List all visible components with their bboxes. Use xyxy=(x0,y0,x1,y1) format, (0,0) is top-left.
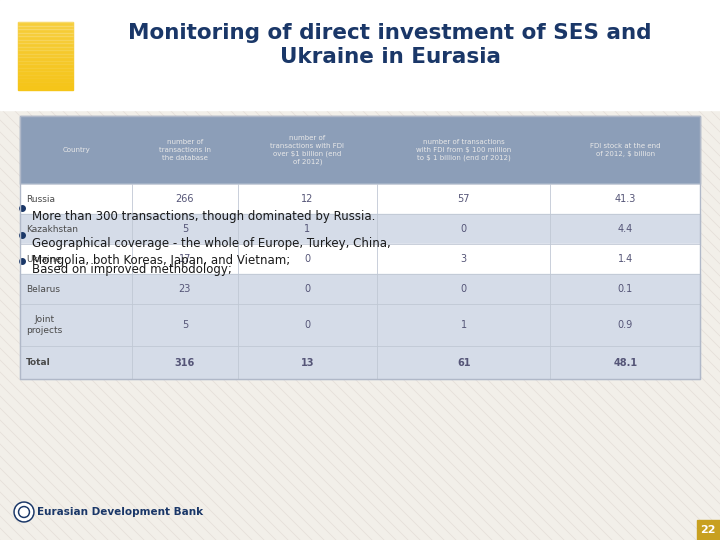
Text: 5: 5 xyxy=(181,320,188,330)
Bar xyxy=(20,346,700,379)
Bar xyxy=(18,50,73,53)
Text: number of
transactions with FDI
over $1 billion (end
of 2012): number of transactions with FDI over $1 … xyxy=(270,135,344,165)
Text: 12: 12 xyxy=(301,194,313,204)
Bar xyxy=(0,0,720,110)
Bar xyxy=(18,60,73,64)
Text: Eurasian Development Bank: Eurasian Development Bank xyxy=(37,507,203,517)
Bar xyxy=(18,22,73,25)
Text: Joint
projects: Joint projects xyxy=(26,315,62,335)
Text: Kazakhstan: Kazakhstan xyxy=(26,225,78,233)
Bar xyxy=(18,82,73,85)
Bar xyxy=(18,39,73,43)
Bar xyxy=(20,184,700,214)
Text: 48.1: 48.1 xyxy=(613,357,637,368)
Text: Russia: Russia xyxy=(26,194,55,204)
Bar xyxy=(18,85,73,89)
Bar xyxy=(18,46,73,50)
Bar xyxy=(18,36,73,39)
Bar xyxy=(18,29,73,32)
Bar xyxy=(18,57,73,60)
Bar xyxy=(18,53,73,57)
Bar xyxy=(20,244,700,274)
Text: 0.9: 0.9 xyxy=(618,320,633,330)
Text: Based on improved methodology;: Based on improved methodology; xyxy=(32,263,232,276)
Bar xyxy=(18,22,73,90)
Text: 0: 0 xyxy=(305,320,310,330)
Text: 0: 0 xyxy=(461,284,467,294)
Text: More than 300 transactions, though dominated by Russia.: More than 300 transactions, though domin… xyxy=(32,210,375,223)
Text: 3: 3 xyxy=(461,254,467,264)
Text: 23: 23 xyxy=(179,284,191,294)
Text: 22: 22 xyxy=(701,525,716,535)
Bar xyxy=(18,71,73,75)
Text: Geographical coverage - the whole of Europe, Turkey, China,
Mongolia, both Korea: Geographical coverage - the whole of Eur… xyxy=(32,237,391,267)
Text: 1: 1 xyxy=(461,320,467,330)
Text: 0: 0 xyxy=(305,254,310,264)
Text: 316: 316 xyxy=(175,357,195,368)
Bar xyxy=(18,18,73,22)
Text: Ukraine in Eurasia: Ukraine in Eurasia xyxy=(279,47,500,67)
Text: 1.4: 1.4 xyxy=(618,254,633,264)
Text: Ukraine: Ukraine xyxy=(26,254,61,264)
Bar xyxy=(20,116,700,379)
Bar xyxy=(18,43,73,46)
Text: Total: Total xyxy=(26,358,50,367)
Circle shape xyxy=(20,508,28,516)
Circle shape xyxy=(16,503,32,521)
Bar xyxy=(18,68,73,71)
Text: number of
transactions in
the database: number of transactions in the database xyxy=(159,139,211,160)
Text: 41.3: 41.3 xyxy=(614,194,636,204)
Bar xyxy=(697,520,720,540)
Text: 1: 1 xyxy=(305,224,310,234)
Bar xyxy=(18,78,73,82)
Text: 0: 0 xyxy=(461,224,467,234)
Text: 266: 266 xyxy=(176,194,194,204)
Circle shape xyxy=(14,502,34,522)
Bar xyxy=(20,116,700,184)
Text: 0: 0 xyxy=(305,284,310,294)
Circle shape xyxy=(19,507,30,517)
Text: 4.4: 4.4 xyxy=(618,224,633,234)
Text: 13: 13 xyxy=(300,357,314,368)
Bar xyxy=(20,304,700,346)
Text: 0.1: 0.1 xyxy=(618,284,633,294)
Bar xyxy=(20,214,700,244)
Text: 17: 17 xyxy=(179,254,191,264)
Text: Country: Country xyxy=(62,147,90,153)
Text: number of transactions
with FDI from $ 100 million
to $ 1 billion (end of 2012): number of transactions with FDI from $ 1… xyxy=(416,139,511,161)
Text: 57: 57 xyxy=(457,194,470,204)
Bar xyxy=(18,25,73,29)
Text: 61: 61 xyxy=(457,357,470,368)
Bar xyxy=(20,274,700,304)
Bar xyxy=(18,64,73,68)
Text: 5: 5 xyxy=(181,224,188,234)
Text: Belarus: Belarus xyxy=(26,285,60,294)
Bar xyxy=(18,32,73,36)
Text: Monitoring of direct investment of SES and: Monitoring of direct investment of SES a… xyxy=(128,23,652,43)
Text: FDI stock at the end
of 2012, $ billion: FDI stock at the end of 2012, $ billion xyxy=(590,143,660,157)
Bar xyxy=(18,75,73,78)
